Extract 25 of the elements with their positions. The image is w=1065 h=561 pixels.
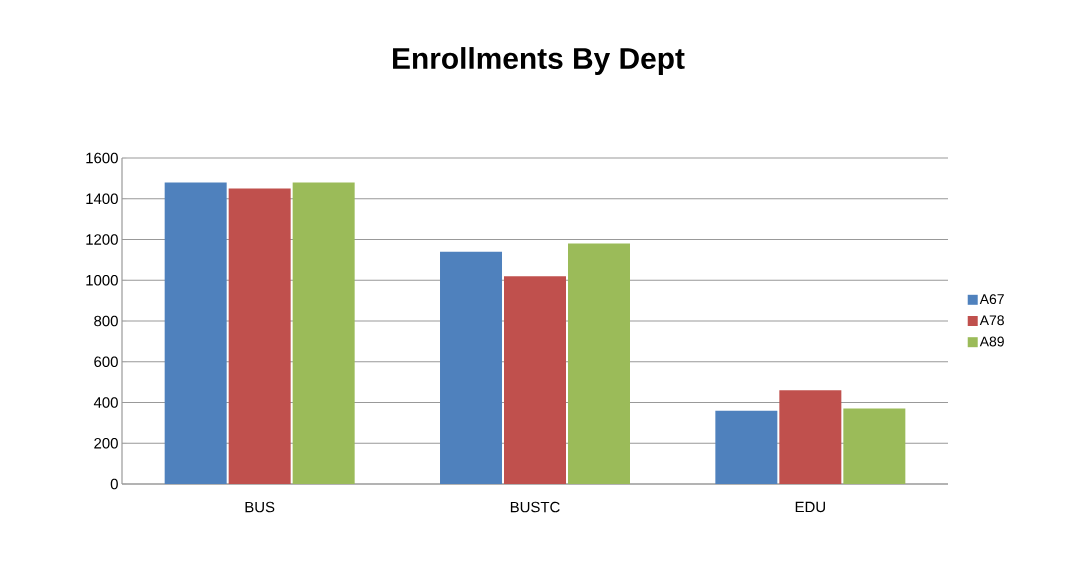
y-tick-label: 1000 bbox=[86, 274, 118, 286]
y-tick-label: 0 bbox=[110, 478, 118, 490]
y-tick-label: 400 bbox=[93, 397, 118, 408]
bar bbox=[292, 182, 355, 484]
bar bbox=[843, 408, 906, 484]
y-tick-label: 1200 bbox=[86, 234, 118, 245]
x-tick-label: EDU bbox=[795, 501, 825, 513]
bar bbox=[164, 182, 227, 484]
y-tick-label: 1400 bbox=[86, 193, 118, 205]
bar bbox=[440, 251, 503, 484]
y-tick-label: 1600 bbox=[86, 152, 118, 164]
legend-label: A78 bbox=[979, 315, 1004, 326]
chart-title: Enrollments By Dept bbox=[393, 47, 685, 75]
bar bbox=[504, 276, 566, 484]
y-tick-label: 600 bbox=[94, 356, 118, 368]
legend-label: A89 bbox=[979, 336, 1004, 347]
x-tick-label: BUS bbox=[245, 501, 275, 513]
legend-label: A67 bbox=[979, 294, 1004, 305]
y-tick-label: 800 bbox=[94, 315, 118, 327]
y-tick-label: 200 bbox=[94, 437, 118, 449]
x-tick-label: BUSTC bbox=[510, 501, 560, 513]
bar bbox=[779, 390, 842, 484]
bar bbox=[715, 410, 778, 484]
bar bbox=[568, 243, 630, 484]
bar bbox=[228, 188, 291, 484]
